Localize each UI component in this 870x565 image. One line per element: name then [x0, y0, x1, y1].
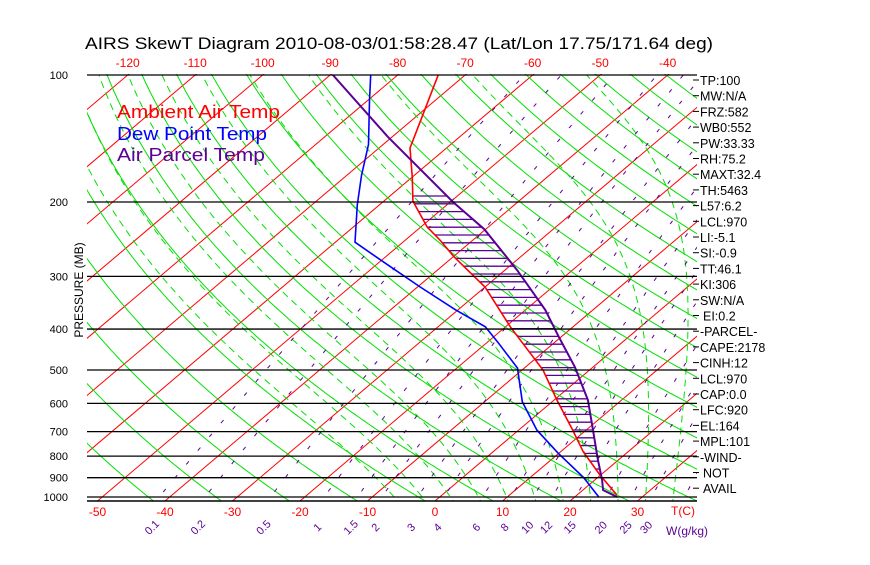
legend-ambient-temp: Ambient Air Temp	[117, 102, 280, 122]
stat-item: PW:33.33	[700, 137, 755, 151]
top-temp-tick-label: -80	[389, 56, 407, 70]
pressure-tick-label: 500	[50, 365, 68, 377]
stat-item: MAXT:32.4	[700, 168, 761, 182]
legend: Ambient Air Temp Dew Point Temp Air Parc…	[117, 102, 280, 165]
pressure-tick-label: 700	[50, 427, 68, 439]
top-temp-tick-label: -90	[322, 56, 340, 70]
stat-item: KI:306	[700, 278, 736, 292]
stat-item: CAPE:2178	[700, 341, 765, 355]
stat-item: TH:5463	[700, 184, 748, 198]
bottom-temp-tick-label: -30	[224, 505, 242, 519]
stat-item: EI:0.2	[703, 310, 736, 324]
stat-item: NOT	[703, 467, 730, 481]
bottom-temp-tick-label: -40	[156, 505, 174, 519]
stat-item: CINH:12	[700, 357, 748, 371]
stat-item: -PARCEL-	[700, 325, 757, 339]
bottom-temp-tick-label: 10	[496, 505, 510, 519]
x-axis-label: T(C)	[671, 504, 695, 518]
top-temp-tick-label: -60	[524, 56, 542, 70]
stat-item: LCL:970	[700, 372, 747, 386]
pressure-tick-label: 1000	[44, 492, 68, 504]
stat-item: FRZ:582	[700, 105, 749, 119]
stat-item: MPL:101	[700, 435, 750, 449]
stat-item: LI:-5.1	[700, 231, 735, 245]
stat-item: WB0:552	[700, 121, 751, 135]
y-axis-label: PRESSURE (MB)	[72, 242, 86, 337]
bottom-temp-tick-label: -10	[359, 505, 377, 519]
top-temp-tick-label: -70	[457, 56, 475, 70]
legend-dew-point: Dew Point Temp	[117, 124, 267, 144]
top-temp-tick-label: -50	[592, 56, 610, 70]
bottom-temp-tick-label: -20	[291, 505, 309, 519]
pressure-tick-label: 100	[50, 70, 68, 82]
stat-item: SI:-0.9	[700, 247, 737, 261]
bottom-temp-tick-label: 0	[432, 505, 439, 519]
pressure-tick-label: 900	[50, 473, 68, 485]
stat-item: LFC:920	[700, 404, 748, 418]
top-temp-tick-label: -100	[251, 56, 275, 70]
bottom-temp-tick-label: -50	[89, 505, 107, 519]
stat-item: RH:75.2	[700, 153, 746, 167]
stat-item: LCL:970	[700, 215, 747, 229]
stat-item: TP:100	[700, 74, 740, 88]
bottom-temp-tick-label: 30	[631, 505, 645, 519]
pressure-tick-label: 800	[50, 451, 68, 463]
stat-item: SW:N/A	[700, 294, 745, 308]
pressure-tick-label: 200	[50, 197, 68, 209]
chart-title: AIRS SkewT Diagram 2010-08-03/01:58:28.4…	[85, 35, 713, 53]
stat-item: L57:6.2	[700, 200, 742, 214]
stat-item: -WIND-	[700, 451, 742, 465]
pressure-tick-label: 600	[50, 398, 68, 410]
stat-item: EL:164	[700, 419, 740, 433]
top-temp-tick-label: -120	[116, 56, 140, 70]
bottom-temp-tick-label: 20	[563, 505, 577, 519]
top-temp-tick-label: -110	[184, 56, 207, 70]
mixing-ratio-axis-label: W(g/kg)	[666, 524, 708, 538]
stat-item: TT:46.1	[700, 262, 742, 276]
top-temp-tick-label: -40	[659, 56, 677, 70]
pressure-tick-label: 300	[50, 271, 68, 283]
pressure-tick-label: 400	[50, 324, 68, 336]
stat-item: AVAIL	[703, 482, 737, 496]
legend-parcel-temp: Air Parcel Temp	[117, 145, 265, 165]
stat-item: CAP:0.0	[700, 388, 747, 402]
stat-item: MW:N/A	[700, 90, 747, 104]
